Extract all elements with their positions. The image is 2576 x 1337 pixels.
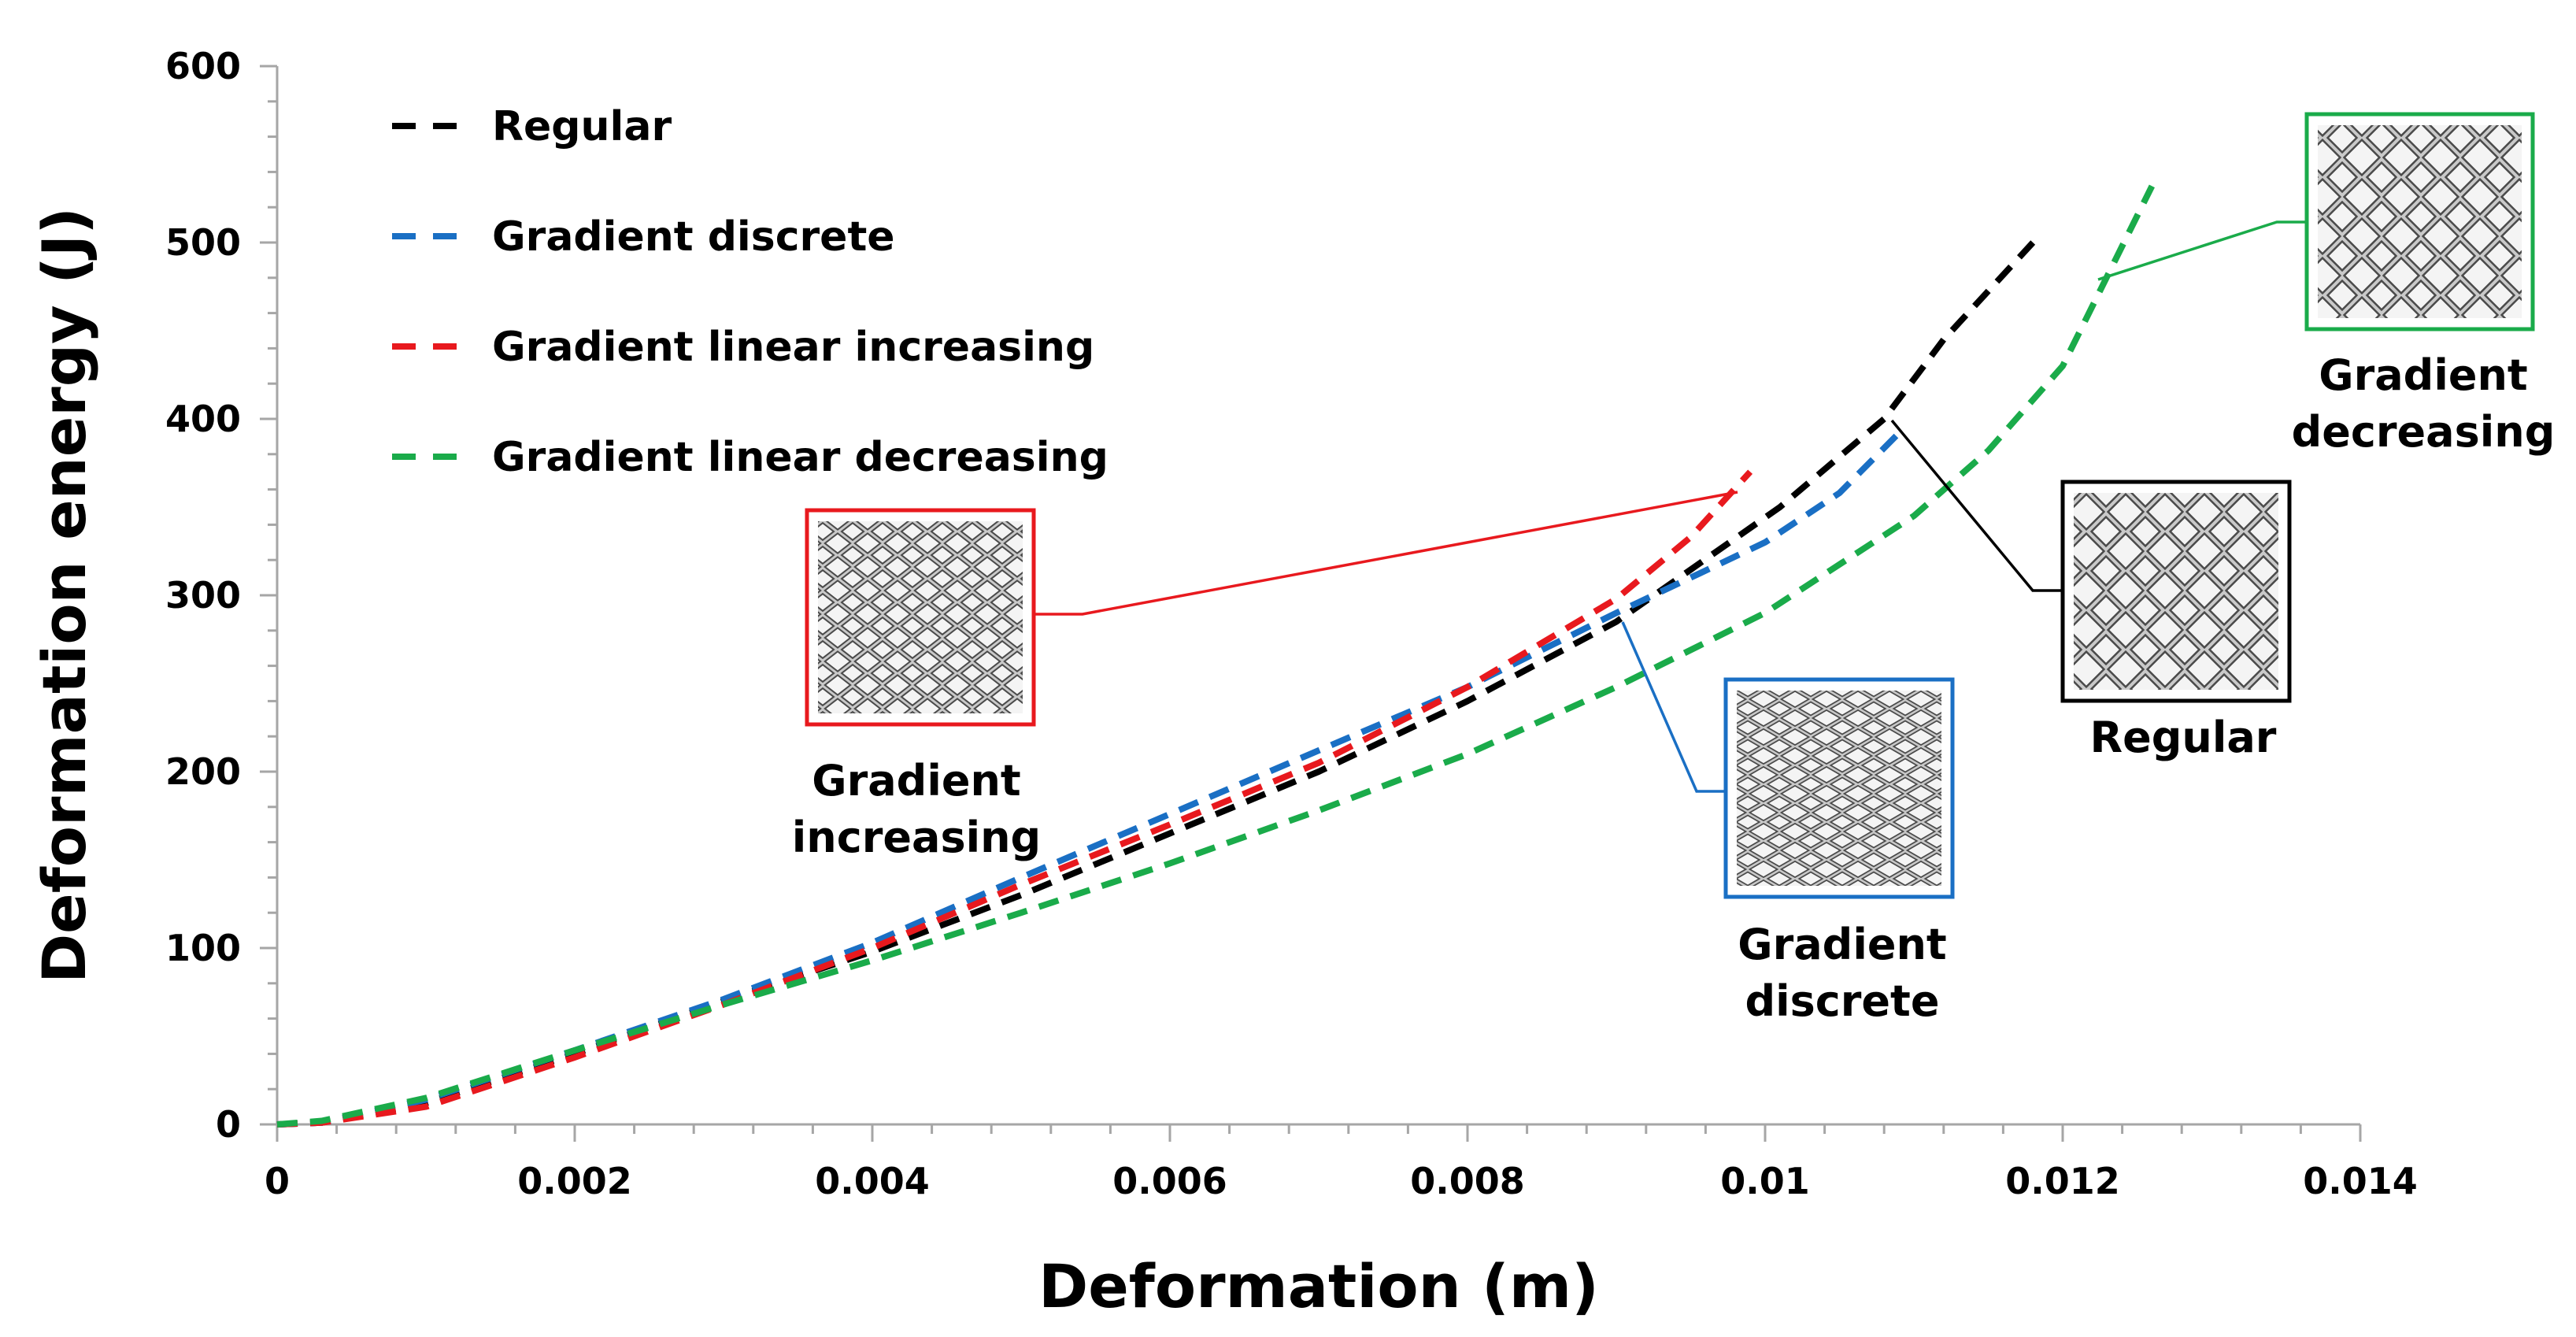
leader-line [1621,621,1726,793]
y-tick-label: 600 [165,45,241,87]
annotation-label: increasing [792,813,1041,862]
annotation-label: discrete [1745,976,1939,1026]
lattice-inset-image [2318,125,2522,318]
annotation-discrete: Gradient discrete [1621,621,1955,1026]
inset-frame [2304,112,2535,331]
series-line-3 [276,469,1753,1128]
leader-line [1890,419,2063,592]
annotation-decreasing: Gradient decreasing [2097,112,2556,457]
x-tick-label: 0.01 [1720,1160,1810,1202]
x-tick-label: 0.008 [1410,1160,1525,1202]
y-tick-label: 100 [165,927,241,969]
x-tick-label: 0.002 [517,1160,632,1202]
x-axis-title: Deformation (m) [1038,1251,1599,1321]
annotation-label: Gradient [1738,920,1946,969]
tick-group [260,65,2362,1142]
annotations: Gradient increasing Gradient discrete Regula… [792,112,2556,1026]
legend-label: Regular [492,103,672,150]
inset-frame [1723,677,1955,899]
legend-label: Gradient linear decreasing [492,434,1108,481]
y-tick-label: 500 [165,221,241,264]
x-tick-label: 0.006 [1112,1160,1227,1202]
inset-frame [805,508,1036,727]
annotation-label: Regular [2090,713,2277,762]
x-tick-label: 0.014 [2303,1160,2418,1202]
leader-line [2097,220,2307,281]
annotation-increasing: Gradient increasing [792,491,1738,862]
y-axis-title: Deformation energy (J) [29,207,99,983]
legend: Regular Gradient discrete Gradient linear … [392,103,1108,481]
y-tick-label: 400 [165,398,241,440]
leader-line [1034,491,1738,616]
x-tick-label: 0 [265,1160,290,1202]
annotation-regular: Regular [1890,419,2292,762]
y-tick-label: 300 [165,574,241,617]
lattice-inset-image [818,521,1023,713]
y-tick-label: 200 [165,750,241,793]
series-line-4 [276,184,2155,1128]
series-line-1 [276,240,2036,1128]
lattice-inset-image [2074,493,2278,690]
inset-frame [2060,480,2292,703]
series-layer [276,184,2155,1128]
legend-label: Gradient discrete [492,213,895,261]
lattice-inset-image [1737,691,1941,886]
x-tick-label: 0.012 [2005,1160,2120,1202]
x-tick-label: 0.004 [815,1160,930,1202]
series-line-2 [276,431,1901,1128]
y-tick-label: 0 [216,1103,241,1146]
annotation-label: decreasing [2292,407,2556,457]
annotation-label: Gradient [812,756,1020,806]
tick-label-group: 0 0.002 0.004 0.006 0.008 0.01 0.012 0.014 0 100 2… [165,45,2418,1202]
legend-label: Gradient linear increasing [492,324,1094,371]
annotation-label: Gradient [2319,350,2527,400]
